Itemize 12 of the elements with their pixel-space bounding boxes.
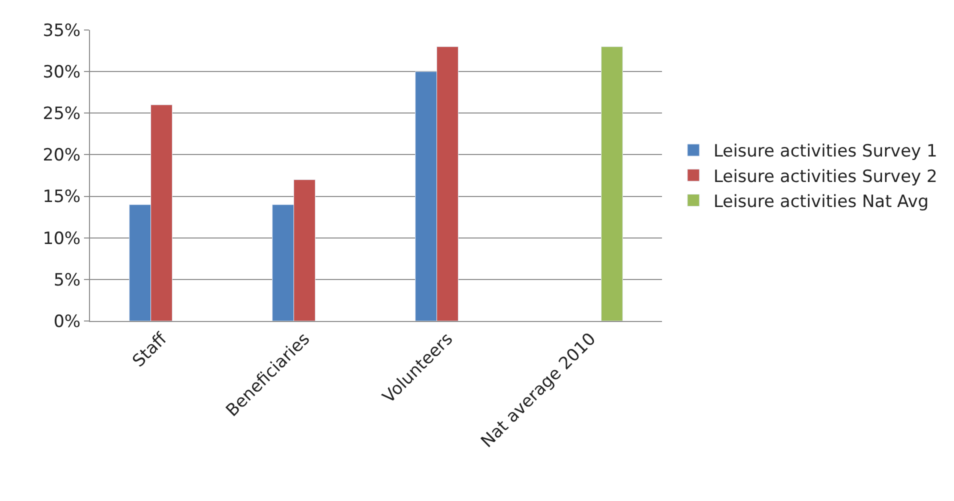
- bar: [600, 46, 623, 321]
- y-tick-label: 10%: [42, 228, 81, 249]
- legend-label: Leisure activities Survey 1: [713, 142, 938, 162]
- y-tick-label: 20%: [42, 146, 81, 166]
- y-tick-label: 0%: [54, 312, 81, 332]
- y-tick-label: 5%: [54, 270, 81, 290]
- y-tick-label: 35%: [42, 20, 81, 41]
- y-tick-label: 15%: [42, 187, 81, 208]
- legend-label: Leisure activities Survey 2: [713, 166, 938, 187]
- legend-label: Leisure activities Nat Avg: [713, 192, 929, 212]
- y-tick-label: 25%: [42, 104, 81, 124]
- y-tick-label: 30%: [42, 62, 81, 83]
